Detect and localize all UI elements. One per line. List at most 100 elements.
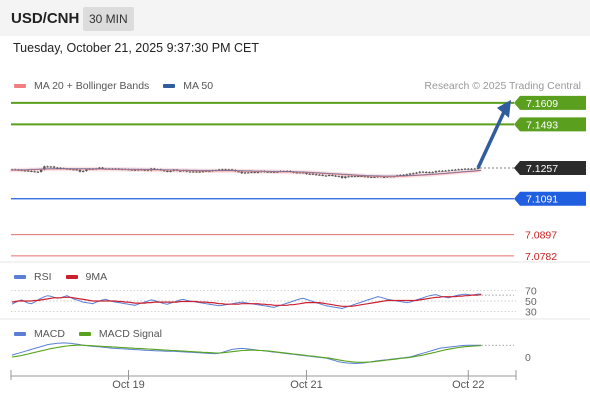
- level-label: 7.1493: [526, 119, 558, 131]
- candle-body: [327, 175, 331, 177]
- rsi-legend-swatch: [14, 275, 26, 279]
- candle-body: [46, 166, 49, 168]
- macd-signal-legend-swatch: [78, 332, 91, 336]
- candle-body: [450, 169, 454, 171]
- macd-legend-label: MACD: [34, 328, 65, 340]
- candle-body: [334, 175, 337, 177]
- candle-body: [101, 167, 104, 169]
- candle-body: [373, 176, 376, 178]
- candle-body: [133, 169, 137, 171]
- level-tag-current: [514, 161, 586, 176]
- candle-body: [321, 174, 324, 176]
- candle-body: [347, 176, 350, 178]
- macd-tick-label: 0: [525, 352, 531, 364]
- level-label: 7.0782: [525, 251, 557, 263]
- candle-body: [437, 170, 441, 172]
- candle-body: [130, 169, 133, 171]
- candle-body: [415, 172, 418, 174]
- candle-body: [192, 171, 195, 173]
- rsi-ma-legend-label: 9MA: [85, 271, 108, 283]
- candle-body: [195, 171, 198, 173]
- candle-body: [81, 170, 85, 172]
- x-axis-tick-label: Oct 22: [452, 379, 484, 391]
- macd-signal-legend-label: MACD Signal: [98, 328, 162, 340]
- candle-body: [237, 171, 240, 173]
- level-label: 7.1091: [526, 194, 558, 206]
- candle-body: [463, 168, 467, 170]
- candle-body: [366, 176, 370, 178]
- candle-body: [363, 176, 366, 178]
- candle-body: [26, 170, 30, 172]
- candle-body: [166, 170, 169, 172]
- ma50-legend-swatch: [163, 84, 176, 88]
- candle-body: [302, 172, 305, 174]
- candle-body: [266, 171, 269, 173]
- candle-body: [457, 169, 460, 171]
- macd-legend: MACD MACD Signal: [14, 328, 162, 340]
- level-tag-target: [514, 95, 586, 110]
- rsi-ma-line: [11, 294, 482, 307]
- forecast-arrow-head: [497, 99, 511, 118]
- candle-body: [143, 169, 146, 171]
- candle-body: [256, 171, 260, 173]
- candle-body: [204, 170, 208, 172]
- candle-body: [39, 169, 43, 172]
- candle-body: [36, 171, 40, 173]
- level-label: 7.1609: [526, 98, 558, 110]
- candle-body: [337, 176, 341, 178]
- candle-body: [473, 168, 476, 170]
- candle-body: [272, 171, 276, 173]
- candle-body: [269, 171, 273, 173]
- level-tag-pivot: [514, 191, 586, 206]
- timeframe-button[interactable]: 30 MIN: [83, 7, 134, 31]
- candle-body: [421, 171, 425, 173]
- candle-body: [224, 169, 227, 171]
- candle-body: [169, 170, 172, 172]
- rsi-tick-label: 70: [525, 285, 537, 297]
- candle-body: [308, 173, 311, 175]
- ma50-legend-label: MA 50: [183, 80, 214, 92]
- candle-body: [340, 176, 344, 179]
- symbol-label: USD/CNH: [11, 10, 80, 27]
- candle-body: [467, 168, 470, 170]
- candle-body: [428, 172, 431, 174]
- credit-label: Research © 2025 Trading Central: [424, 80, 581, 92]
- candle-body: [198, 171, 201, 173]
- datetime-label: Tuesday, October 21, 2025 9:37:30 PM CET: [13, 41, 259, 55]
- candle-body: [314, 174, 318, 176]
- rsi-tick-label: 30: [525, 307, 537, 319]
- rsi-legend-label: RSI: [34, 271, 52, 283]
- candle-body: [412, 173, 415, 175]
- candle-body: [454, 169, 457, 171]
- candle-body: [85, 169, 88, 171]
- candle-body: [221, 169, 224, 171]
- candle-body: [470, 168, 473, 170]
- candle-body: [350, 176, 353, 178]
- candle-body: [30, 170, 33, 172]
- candle-body: [476, 168, 480, 170]
- macd-legend-swatch: [14, 332, 26, 336]
- candle-body: [250, 171, 253, 173]
- candle-body: [311, 173, 315, 175]
- candle-body: [382, 176, 386, 178]
- candle-body: [243, 172, 247, 174]
- candle-body: [324, 175, 328, 177]
- candle-body: [318, 174, 321, 176]
- candle-body: [98, 167, 101, 169]
- candle-body: [72, 169, 75, 171]
- rsi-tick-label: 50: [525, 296, 537, 308]
- candle-body: [247, 172, 250, 174]
- candle-body: [146, 169, 150, 171]
- candle-body: [298, 172, 302, 174]
- candle-body: [52, 166, 56, 168]
- candle-body: [162, 170, 166, 172]
- candle-body: [253, 171, 256, 173]
- candle-body: [434, 171, 438, 173]
- candle-body: [305, 172, 308, 174]
- candle-body: [441, 170, 444, 172]
- macd-signal-line: [11, 344, 482, 363]
- chart-header: USD/CNH 30 MIN: [0, 0, 590, 36]
- candle-body: [460, 169, 464, 171]
- candle-body: [360, 175, 363, 177]
- level-label: 7.1257: [526, 163, 558, 175]
